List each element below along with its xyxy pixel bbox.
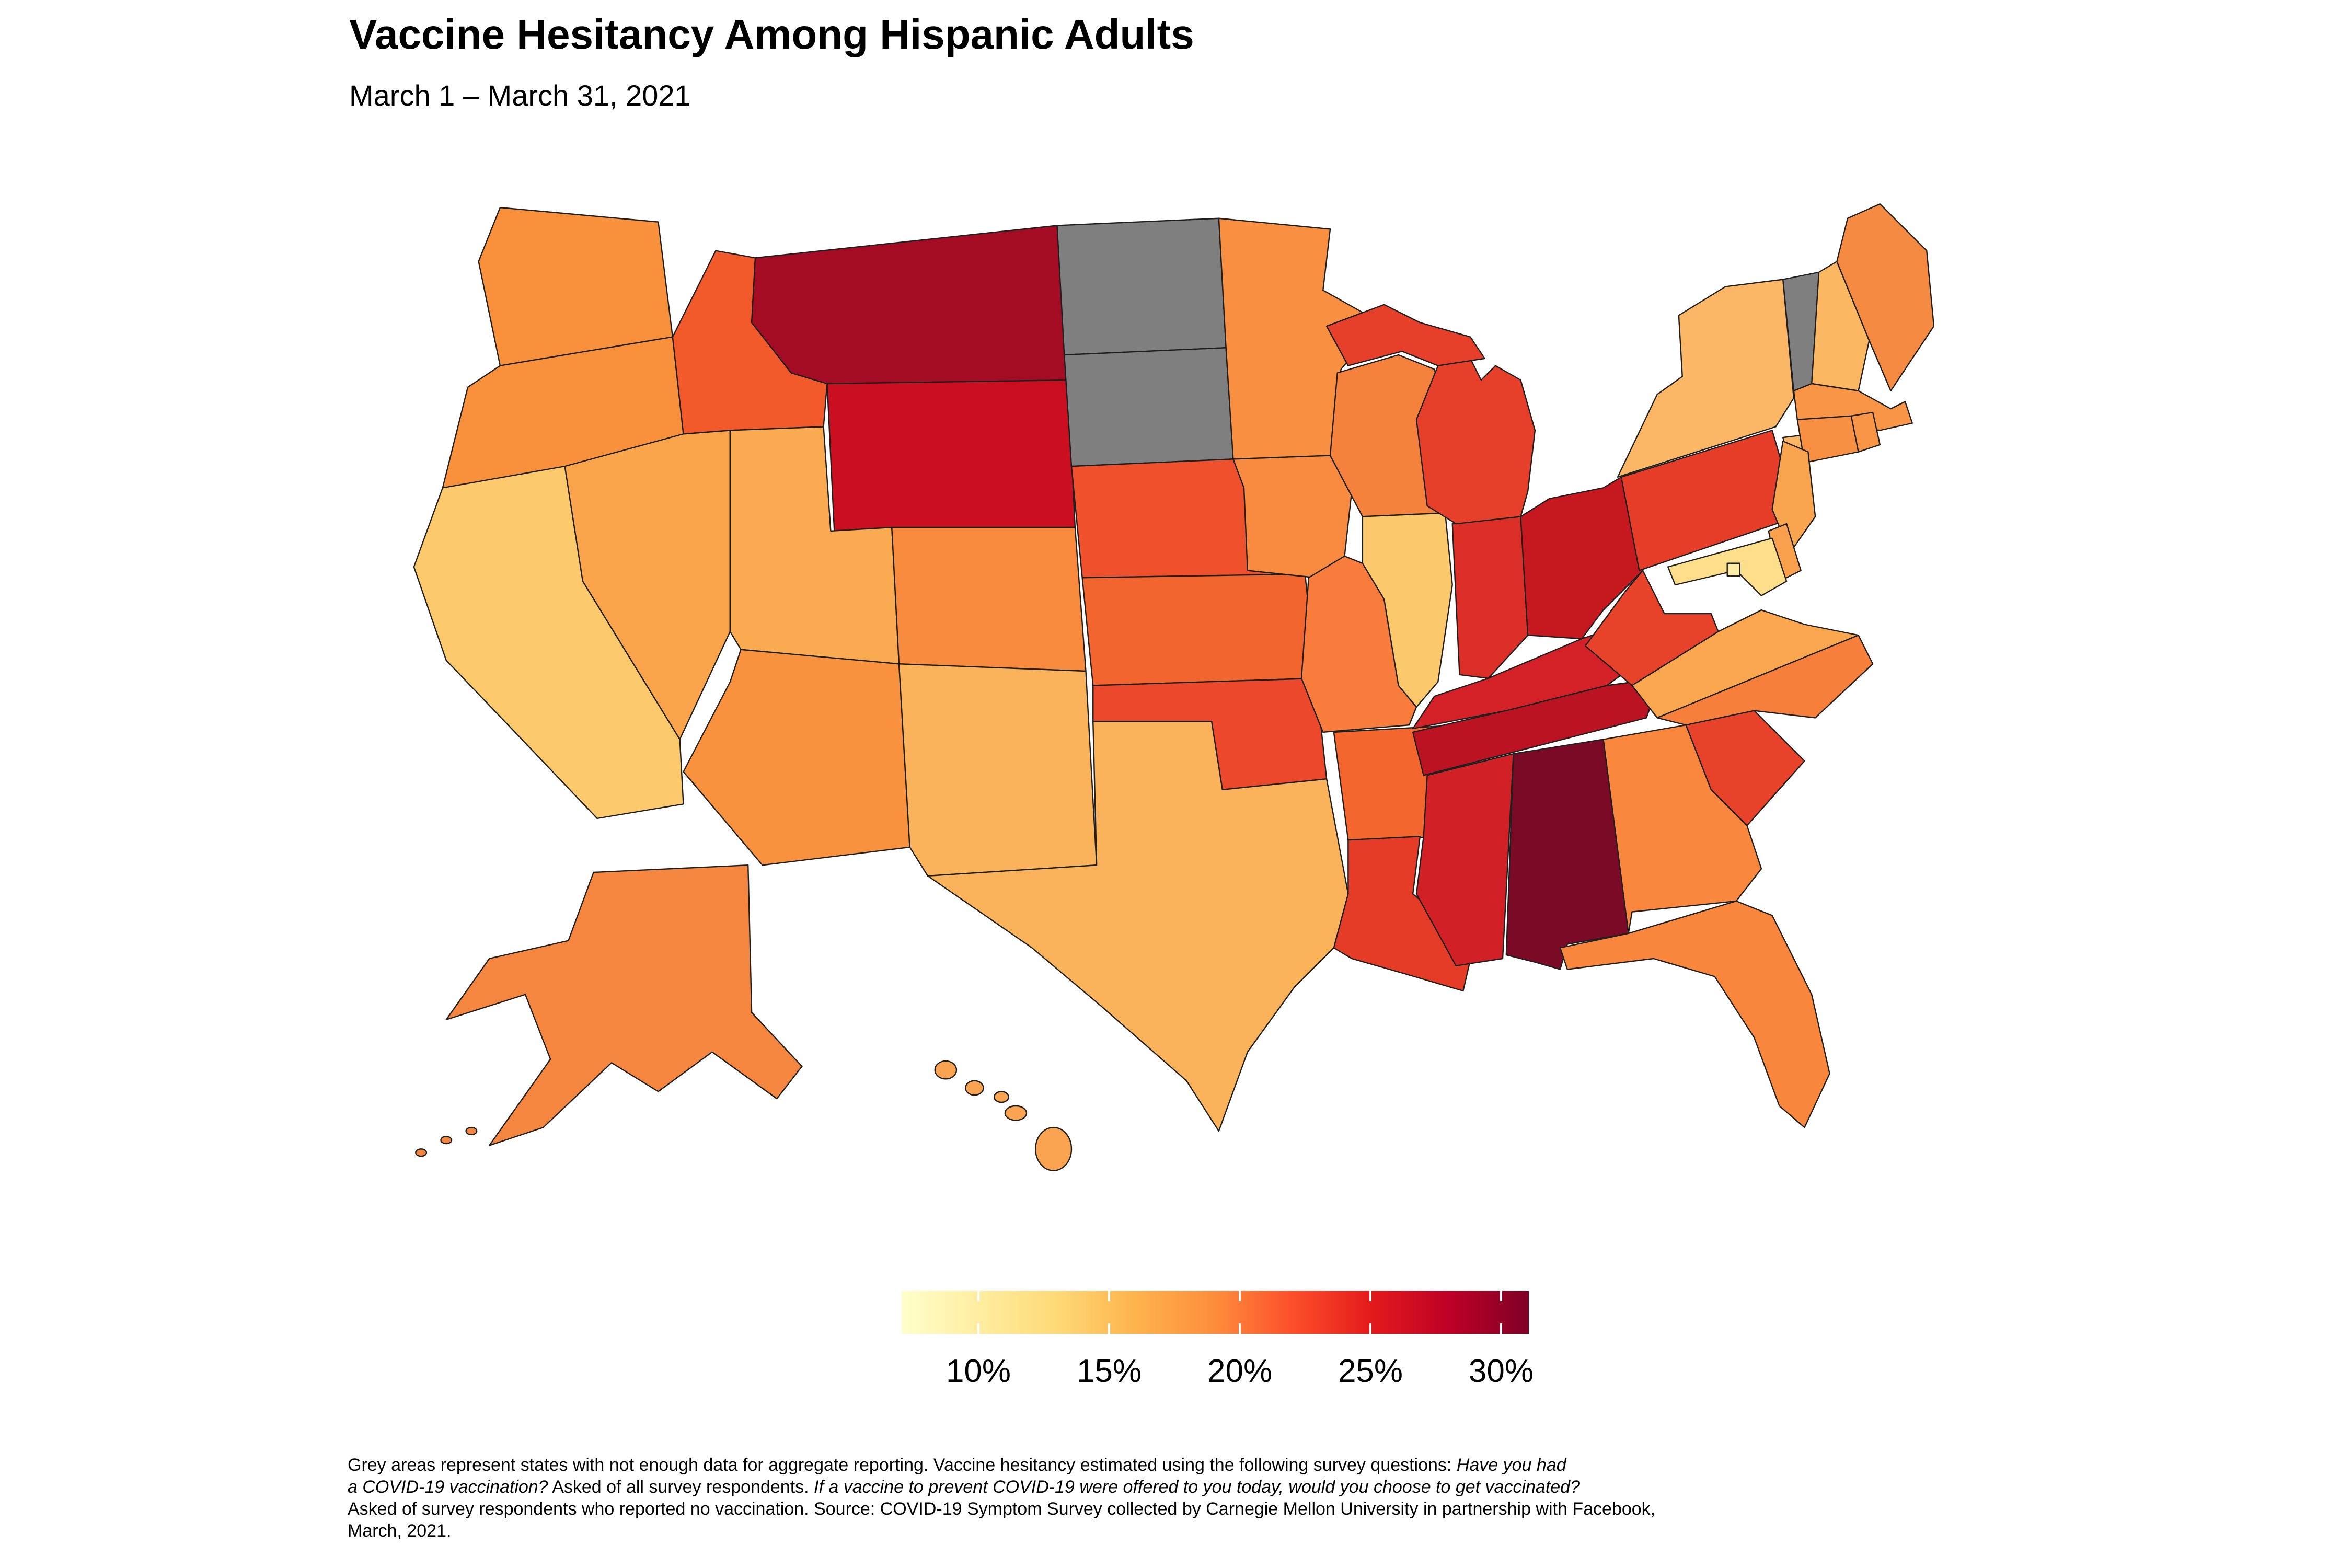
state-new-mexico — [898, 663, 1098, 877]
legend-tick-label: 10% — [946, 1353, 1011, 1389]
state-colorado — [891, 526, 1087, 672]
legend-tick-labels: 10% 15% 20% 25% 30% — [902, 1353, 1534, 1394]
state-wyoming — [826, 379, 1076, 532]
state-georgia — [1602, 724, 1762, 935]
state-alaska — [415, 864, 803, 1157]
state-florida — [1559, 900, 1830, 1128]
us-choropleth-map — [324, 146, 2049, 1225]
legend-tick — [977, 1323, 979, 1334]
footnote: Grey areas represent states with not eno… — [348, 1455, 1656, 1541]
state-north-dakota — [1056, 217, 1227, 356]
state-iowa — [1232, 455, 1353, 579]
legend-tick — [977, 1291, 979, 1301]
legend-tick — [1369, 1291, 1371, 1301]
legend-tick — [1108, 1323, 1110, 1334]
color-legend — [902, 1291, 1529, 1334]
state-kansas — [1081, 573, 1317, 686]
legend-tick — [1500, 1323, 1502, 1334]
chart-subtitle: March 1 – March 31, 2021 — [349, 79, 691, 112]
legend-tick-label: 20% — [1207, 1353, 1273, 1389]
legend-tick-label: 30% — [1468, 1353, 1534, 1389]
state-hawaii — [934, 1060, 1073, 1171]
state-texas — [927, 721, 1349, 1132]
legend-tick-label: 15% — [1076, 1353, 1142, 1389]
state-louisiana — [1333, 836, 1475, 992]
legend-tick — [1369, 1323, 1371, 1334]
state-south-dakota — [1064, 347, 1234, 467]
state-rhode-island — [1850, 411, 1881, 453]
legend-gradient-bar — [902, 1291, 1529, 1334]
state-washington — [478, 206, 674, 366]
state-district-of-columbia — [1726, 562, 1740, 577]
legend-tick — [1239, 1323, 1241, 1334]
legend-tick-label: 25% — [1338, 1353, 1403, 1389]
state-indiana — [1451, 516, 1529, 679]
state-arizona — [683, 649, 910, 866]
legend-tick — [1239, 1291, 1241, 1301]
legend-tick — [1108, 1291, 1110, 1301]
legend-tick — [1500, 1291, 1502, 1301]
state-illinois — [1362, 512, 1453, 708]
state-minnesota — [1218, 217, 1381, 460]
state-michigan — [1325, 304, 1536, 525]
state-maine — [1836, 203, 1935, 391]
state-montana — [751, 225, 1069, 385]
chart-title: Vaccine Hesitancy Among Hispanic Adults — [349, 11, 1194, 57]
state-new-hampshire — [1811, 261, 1870, 391]
state-mississippi — [1415, 753, 1514, 966]
